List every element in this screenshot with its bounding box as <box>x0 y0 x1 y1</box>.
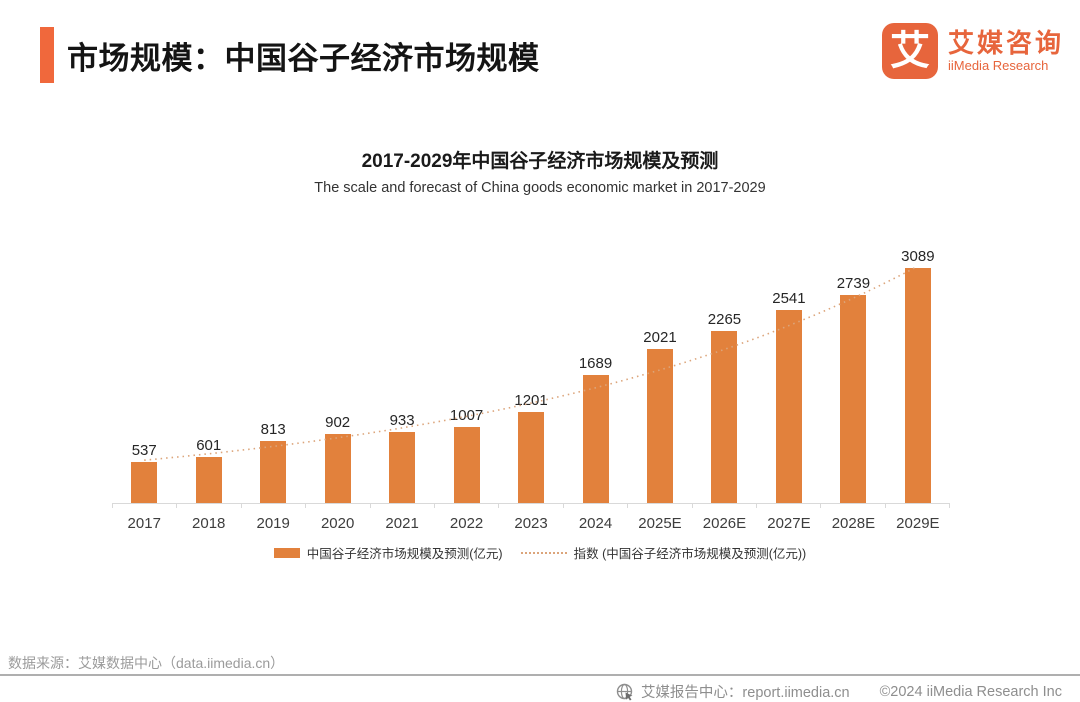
bar <box>582 374 609 503</box>
chart-subtitle: The scale and forecast of China goods ec… <box>314 180 766 196</box>
year-label: 2028E <box>831 515 876 532</box>
year-label: 2027E <box>767 515 811 532</box>
bar-series-label: 中国谷子经济市场规模及预测(亿元) <box>306 547 503 561</box>
bar <box>904 268 931 503</box>
page-title: 市场规模：中国谷子经济市场规模 <box>67 40 540 76</box>
year-label: 2026E <box>702 515 747 532</box>
x-axis-labels: 2017 2018 2019 2020 2021 2022 2023 2024 2025E 202… <box>112 508 950 532</box>
bar-column: 1201 <box>499 393 563 503</box>
logo-name-en: iiMedia Research <box>947 57 1049 73</box>
x-axis <box>112 503 951 508</box>
bar-value-label: 1201 <box>514 391 548 409</box>
bar-column: 813 <box>241 422 305 503</box>
bar-chart: 537 601 813 902 933 1007 1201 1689 2021 2265 2541 2… <box>112 231 951 532</box>
header: 市场规模：中国谷子经济市场规模 <box>40 27 540 83</box>
report-center: 艾媒报告中心：report.iimedia.cn <box>616 681 850 702</box>
bar-column: 601 <box>176 438 240 503</box>
bar-value-label: 3089 <box>901 248 935 266</box>
year-label: 2021 <box>385 515 419 532</box>
bar-column: 537 <box>112 443 176 503</box>
bar <box>324 434 351 503</box>
bar-column: 2541 <box>757 291 821 503</box>
bar-column: 2265 <box>692 312 756 503</box>
copyright-text: ©2024 iiMedia Research Inc <box>879 683 1062 700</box>
bar <box>775 309 802 503</box>
bar <box>840 294 867 503</box>
chart-title: 2017-2029年中国谷子经济市场规模及预测 <box>361 151 719 172</box>
bar-column: 3089 <box>886 249 950 503</box>
bar <box>453 426 480 503</box>
year-label: 2022 <box>449 515 484 532</box>
bar-value-label: 2739 <box>836 274 871 292</box>
bar-value-label: 2021 <box>643 329 677 347</box>
bar <box>260 441 287 503</box>
chart-legend: 中国谷子经济市场规模及预测(亿元) 指数 (中国谷子经济市场规模及预测(亿元)) <box>0 543 1080 562</box>
bars-row: 537 601 813 902 933 1007 1201 1689 2021 2265 2541 2… <box>112 231 950 503</box>
legend-item-bar: 中国谷子经济市场规模及预测(亿元) <box>273 543 503 562</box>
year-label: 2017 <box>127 515 161 532</box>
bar-column: 933 <box>370 413 434 503</box>
bar <box>518 411 545 503</box>
footer-bar: 艾媒报告中心：report.iimedia.cn ©2024 iiMedia R… <box>616 681 1062 702</box>
bar-series-swatch <box>273 547 300 558</box>
bar-value-label: 537 <box>131 442 157 460</box>
bar-column: 2739 <box>821 276 885 503</box>
bar-value-label: 1689 <box>578 354 613 372</box>
year-label: 2023 <box>514 515 548 532</box>
trend-series-swatch <box>520 551 567 554</box>
bar-column: 902 <box>305 415 369 503</box>
logo-text: 艾媒咨询 iiMedia Research <box>948 29 1064 73</box>
bar-value-label: 902 <box>325 414 351 432</box>
bar-value-label: 1007 <box>449 406 484 424</box>
bar <box>389 432 416 503</box>
bar <box>131 462 158 503</box>
bar-value-label: 2541 <box>772 289 806 307</box>
bar-column: 2021 <box>628 330 692 503</box>
bar <box>195 457 222 503</box>
bar <box>646 349 673 503</box>
bar <box>711 330 738 503</box>
brand-logo: 艾 艾媒咨询 iiMedia Research <box>881 23 1064 79</box>
footer-divider <box>0 674 1080 676</box>
logo-name-cn: 艾媒咨询 <box>947 27 1064 58</box>
globe-cursor-icon <box>616 683 633 700</box>
logo-icon: 艾 <box>881 23 938 79</box>
bar-value-label: 933 <box>389 412 415 430</box>
title-accent-bar <box>40 27 54 83</box>
bar-value-label: 813 <box>260 421 286 439</box>
bar-value-label: 601 <box>196 437 222 455</box>
year-label: 2029E <box>896 515 940 532</box>
bar-column: 1007 <box>434 406 498 503</box>
year-label: 2018 <box>192 515 226 532</box>
report-center-text: 艾媒报告中心：report.iimedia.cn <box>640 685 850 701</box>
year-label: 2024 <box>578 515 613 532</box>
bar-value-label: 2265 <box>707 310 742 328</box>
year-label: 2019 <box>256 515 290 532</box>
legend-item-line: 指数 (中国谷子经济市场规模及预测(亿元)) <box>520 543 807 562</box>
bar-column: 1689 <box>563 356 627 503</box>
trend-series-label: 指数 (中国谷子经济市场规模及预测(亿元)) <box>573 547 807 561</box>
year-label: 2020 <box>320 515 355 532</box>
year-label: 2025E <box>638 515 682 532</box>
data-source-note: 数据来源：艾媒数据中心（data.iimedia.cn） <box>8 655 285 671</box>
